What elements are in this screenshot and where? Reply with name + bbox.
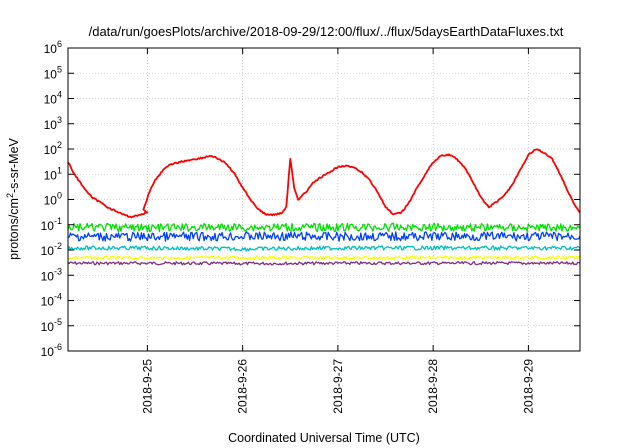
y-tick-label: 10-2 bbox=[41, 241, 62, 258]
series-line bbox=[67, 261, 581, 266]
x-tick-label: 2018-9-27 bbox=[331, 359, 345, 414]
y-tick-label: 102 bbox=[44, 140, 62, 157]
x-axis-label: Coordinated Universal Time (UTC) bbox=[228, 431, 420, 445]
y-axis-label: protons/cm2-s-sr-MeV bbox=[5, 137, 21, 259]
y-tick-label: 10-3 bbox=[41, 266, 62, 283]
series-line bbox=[67, 245, 581, 252]
y-tick-label: 104 bbox=[44, 90, 62, 107]
y-tick-label: 101 bbox=[44, 165, 62, 182]
y-tick-label: 10-6 bbox=[41, 342, 62, 359]
y-tick-label: 103 bbox=[44, 115, 62, 132]
y-axis: 10-6 10-5 10-4 10-3 10-2 10-1 100 101 102 103 104 1… bbox=[41, 39, 580, 359]
series-line bbox=[67, 231, 581, 242]
y-tick-label: 10-4 bbox=[41, 292, 62, 309]
y-tick-label: 105 bbox=[44, 64, 62, 81]
series-lines bbox=[67, 148, 581, 266]
y-tick-label: 106 bbox=[44, 39, 62, 56]
series-line bbox=[67, 255, 581, 261]
y-tick-label: 100 bbox=[44, 191, 62, 208]
x-tick-label: 2018-9-25 bbox=[140, 359, 154, 414]
series-line bbox=[67, 222, 580, 233]
x-axis: 2018-9-25 2018-9-26 2018-9-27 2018-9-28 2018… bbox=[140, 48, 535, 414]
series-line bbox=[67, 148, 581, 219]
x-tick-label: 2018-9-28 bbox=[426, 359, 440, 414]
x-tick-label: 2018-9-29 bbox=[521, 359, 535, 414]
y-tick-label: 10-1 bbox=[41, 216, 62, 233]
x-tick-label: 2018-9-26 bbox=[236, 359, 250, 414]
grid-lines bbox=[68, 47, 580, 352]
y-tick-label: 10-5 bbox=[41, 317, 62, 334]
chart-title: /data/run/goesPlots/archive/2018-09-29/1… bbox=[89, 24, 564, 39]
